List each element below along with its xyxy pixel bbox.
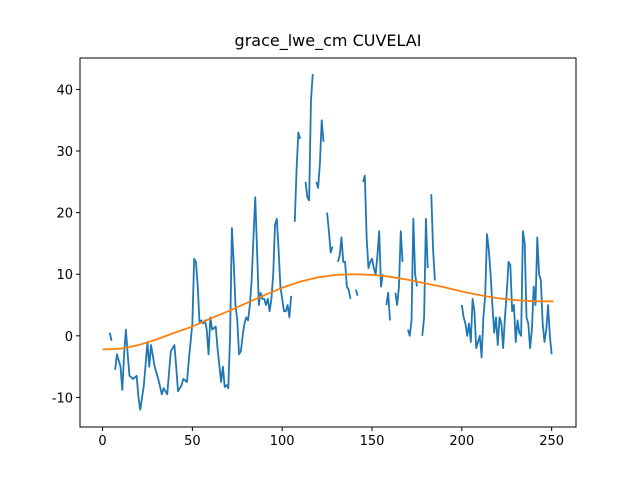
- x-tick-label: 0: [98, 434, 106, 449]
- x-tick-label: 250: [539, 434, 564, 449]
- data-line: [108, 73, 553, 411]
- chart-title: grace_lwe_cm CUVELAI: [235, 31, 422, 51]
- y-tick-label: 0: [65, 330, 73, 345]
- y-tick-label: 20: [56, 207, 73, 222]
- y-tick-label: 40: [56, 83, 73, 98]
- y-tick-label: -10: [52, 391, 73, 406]
- x-tick-label: 150: [360, 434, 385, 449]
- x-tick-label: 100: [270, 434, 295, 449]
- x-tick-label: 200: [449, 434, 474, 449]
- data-line: [102, 273, 554, 351]
- y-tick-label: 30: [56, 145, 73, 160]
- x-tick-label: 50: [184, 434, 201, 449]
- y-tick-label: 10: [56, 268, 73, 283]
- plot-frame: [79, 57, 577, 428]
